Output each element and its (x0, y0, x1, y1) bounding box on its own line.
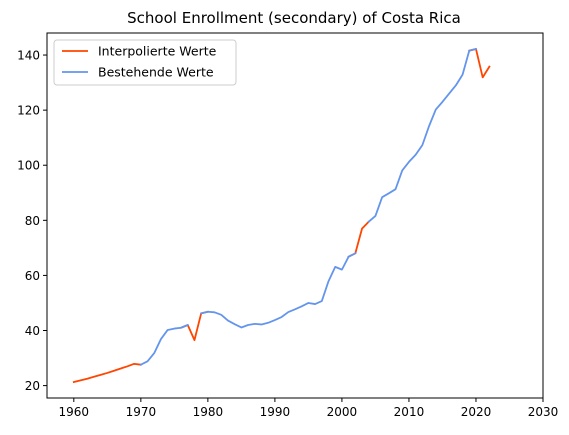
plot-area (72, 47, 491, 384)
x-tick-label: 1970 (126, 405, 157, 419)
chart-title: School Enrollment (secondary) of Costa R… (127, 9, 461, 27)
series-line-1 (72, 48, 491, 384)
x-tick-label: 2030 (528, 405, 559, 419)
x-tick-label: 1960 (59, 405, 90, 419)
y-tick-label: 80 (25, 214, 40, 228)
legend: Interpolierte Werte Bestehende Werte (53, 39, 237, 86)
x-tick-label: 2000 (327, 405, 358, 419)
x-tick-label: 1990 (260, 405, 291, 419)
y-tick-label: 100 (17, 159, 40, 173)
legend-label-2: Bestehende Werte (98, 65, 214, 80)
y-tick-label: 60 (25, 269, 40, 283)
x-tick-label: 1980 (193, 405, 224, 419)
legend-label-1: Interpolierte Werte (98, 44, 217, 59)
y-tick-label: 140 (17, 49, 40, 63)
y-tick-label: 40 (25, 324, 40, 338)
x-tick-label: 2020 (461, 405, 492, 419)
legend-box (53, 39, 237, 86)
axes: 1960 1970 1980 1990 2000 2010 2020 203020406080… (17, 32, 559, 419)
y-tick-label: 120 (17, 104, 40, 118)
series-line-2 (139, 47, 478, 366)
axes-frame (46, 32, 544, 399)
x-tick-label: 2010 (394, 405, 425, 419)
y-tick-label: 20 (25, 379, 40, 393)
